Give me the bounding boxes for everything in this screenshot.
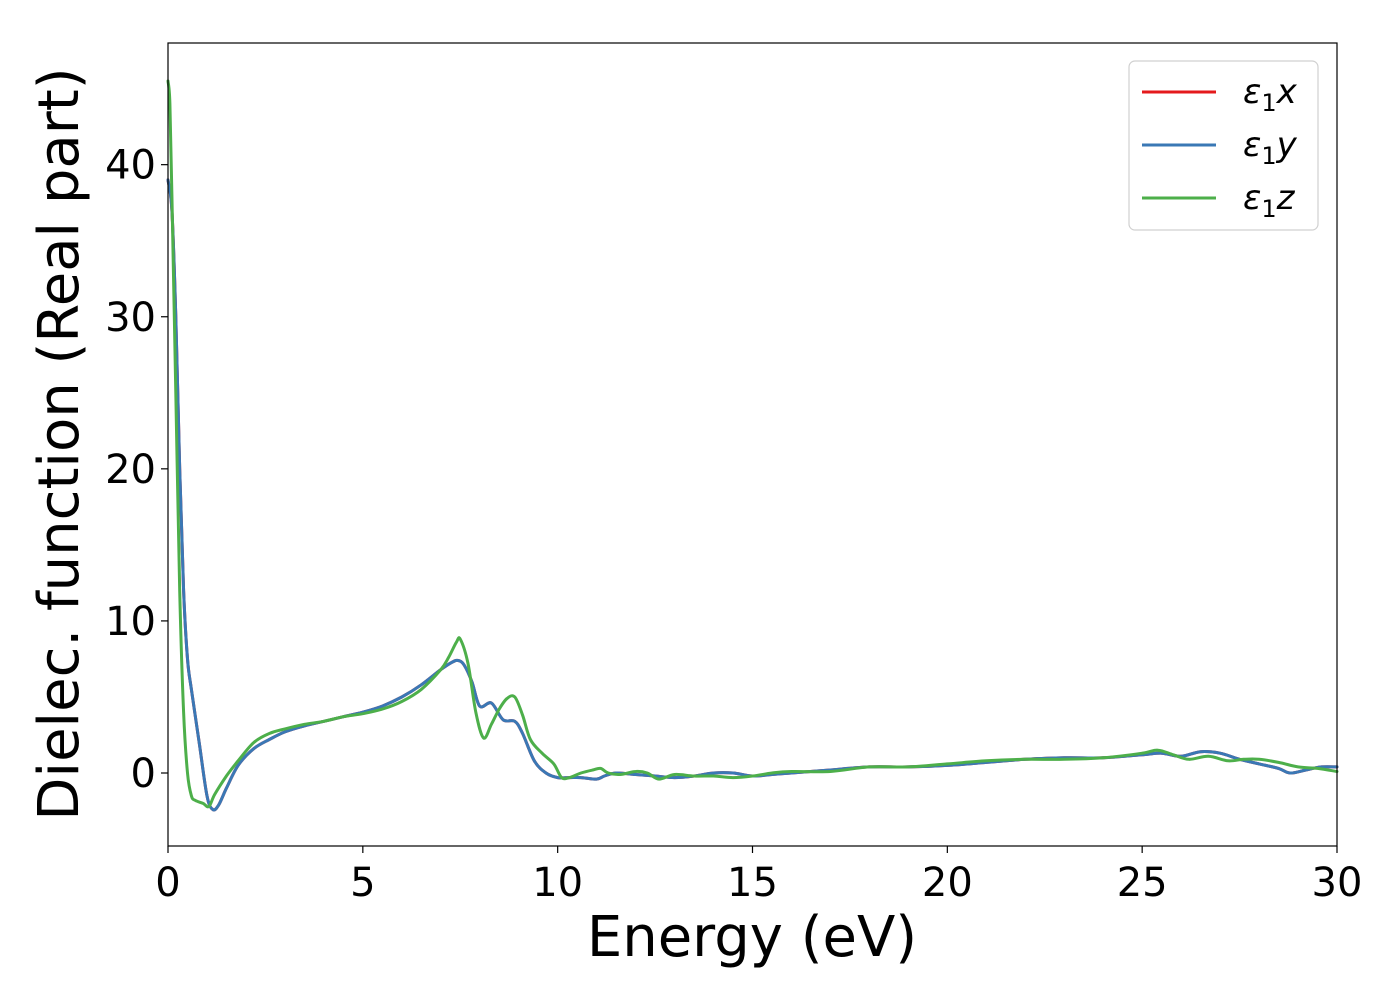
y-tick-label: 10 [105,599,156,645]
y-axis-label: Dielec. function (Real part) [27,67,92,820]
x-axis-label: Energy (eV) [587,905,917,970]
y-ticks: 0 10 20 30 40 [105,143,168,797]
x-tick-label: 25 [1117,860,1168,906]
x-tick-label: 5 [350,860,375,906]
x-tick-label: 20 [922,860,973,906]
x-tick-label: 15 [727,860,778,906]
legend-frame [1128,60,1319,231]
series-layer [166,79,1339,812]
x-tick-label: 0 [155,860,180,906]
legend-label-y: ε1y [1243,125,1298,170]
y-tick-label: 40 [105,143,156,189]
x-tick-label: 10 [532,860,583,906]
x-tick-label: 30 [1312,860,1363,906]
legend-label-z: ε1z [1243,178,1296,223]
legend: ε1x ε1y ε1z [1128,60,1319,231]
y-tick-label: 20 [105,447,156,493]
y-tick-label: 30 [105,295,156,341]
series-line-z [166,79,1339,809]
x-ticks: 0 5 10 15 20 25 30 [155,846,1362,906]
y-tick-label: 0 [131,751,156,797]
legend-label-x: ε1x [1243,72,1298,117]
